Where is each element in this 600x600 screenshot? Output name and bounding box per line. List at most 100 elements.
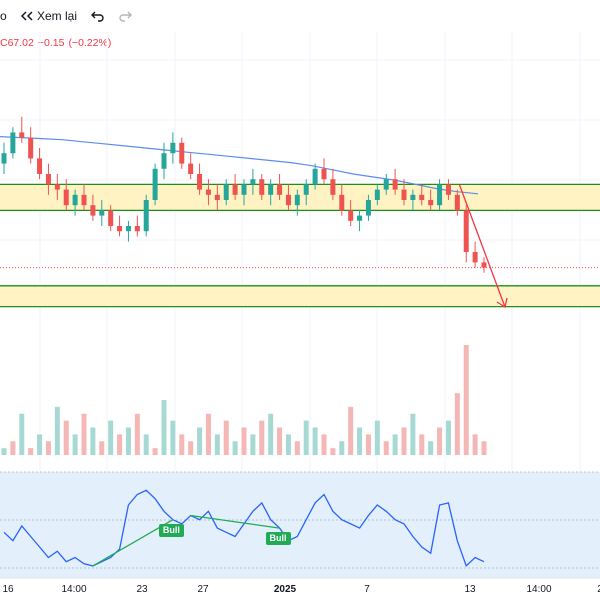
candle-body [383,179,389,190]
candle-body [445,184,451,195]
volume-bar [28,448,34,455]
toolbar-partial-label[interactable]: o [0,9,7,23]
candle-body [161,153,167,169]
time-axis-label: 27 [197,584,209,595]
rsi-background [0,472,600,578]
volume-bar [454,393,460,455]
time-axis-label: 23 [136,584,148,595]
redo-button[interactable] [114,5,136,27]
volume-bar [170,420,176,455]
candle-body [357,215,363,221]
price-legend: C67.02 −0.15 (−0.22%) [0,37,115,49]
undo-button[interactable] [87,5,109,27]
volume-bar [312,427,318,455]
volume-bar [383,441,389,455]
candle-body [241,184,247,195]
bull-divergence-line [190,514,280,529]
bull-tag[interactable]: Bull [158,523,184,537]
candle-body [117,226,123,232]
volume-bar [294,441,300,455]
candle-body [143,200,149,232]
time-axis-label: 14:00 [61,584,87,595]
zone-fill [0,184,600,211]
moving-average-line [0,136,479,195]
volume-bar [357,427,363,455]
candle-body [401,189,407,200]
volume-bar [250,434,256,455]
volume-bar [152,448,158,455]
candle-body [125,226,131,232]
time-axis-label: 2 [597,584,600,595]
replay-button[interactable]: Xem lại [20,8,77,24]
volume-bar [72,434,78,455]
volume-bar [437,427,443,455]
volume-bar [365,434,371,455]
volume-bar [401,427,407,455]
volume-bar [330,448,336,455]
candle-body [303,184,309,195]
candle-body [134,226,140,232]
candle-body [179,142,185,164]
candle-body [10,132,16,154]
volume-bar [214,434,220,455]
candle-body [28,137,34,159]
candle-body [99,210,105,216]
volume-bar [232,441,238,455]
candle-body [277,184,283,195]
candle-body [294,194,300,206]
candle-body [419,194,425,200]
bull-tag[interactable]: Bull [265,532,291,546]
candle-body [312,168,318,185]
time-axis-label: 2025 [273,584,297,595]
replay-icon [20,11,33,21]
candle-body [54,184,60,190]
volume-bar [410,413,416,455]
candle-body [63,189,69,206]
volume-bar [428,441,434,455]
redo-arrow-icon [119,11,132,22]
candle-body [472,252,478,263]
candle-body [285,194,291,206]
candle-body [428,200,434,206]
candle-body [108,210,114,226]
legend-change: −0.15 [37,37,65,49]
volume-bar [321,434,327,455]
candle-body [410,194,416,200]
volume-bar [1,448,7,455]
candle-body [214,194,220,200]
volume-bar [268,413,274,455]
volume-bar [54,406,60,455]
replay-label: Xem lại [37,9,78,23]
volume-bar [45,441,51,455]
volume-bar [179,434,185,455]
volume-bar [90,427,96,455]
candle-body [437,184,443,206]
candle-body [223,184,229,200]
volume-bar [374,420,380,455]
candle-body [339,194,345,211]
volume-bar [445,420,451,455]
forecast-arrow-line [458,184,506,308]
volume-bar [134,413,140,455]
volume-bar [419,434,425,455]
candle-body [463,210,469,252]
candle-body [152,168,158,200]
volume-bar [81,413,87,455]
volume-bar [277,427,283,455]
candle-body [348,210,354,221]
volume-bar [259,420,265,455]
volume-bar [472,434,478,455]
candle-body [81,194,87,206]
volume-bar [10,441,16,455]
volume-bar [285,434,291,455]
candle-body [72,194,78,206]
volume-bar [463,345,469,455]
forecast-arrow-head [496,297,508,309]
volume-bar [188,441,194,455]
volume-bar [197,427,203,455]
candle-body [454,194,460,211]
volume-bar [19,413,25,455]
volume-bar [392,434,398,455]
volume-bar [108,420,114,455]
